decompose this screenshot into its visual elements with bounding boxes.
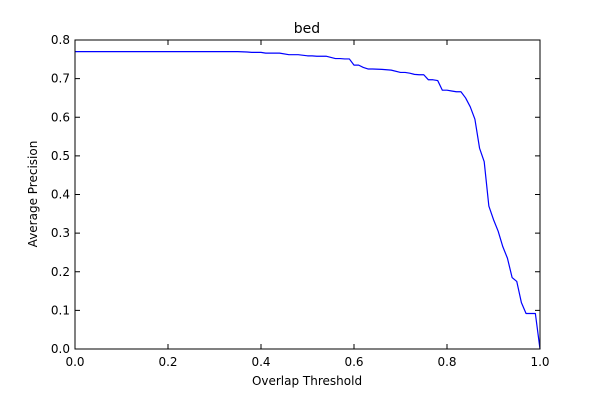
x-tick-label: 0.8 bbox=[437, 355, 456, 369]
y-tick-label: 0.0 bbox=[51, 342, 70, 356]
series-layer bbox=[75, 50, 541, 350]
plot-frame bbox=[74, 39, 541, 350]
x-axis-label: Overlap Threshold bbox=[252, 374, 362, 388]
y-tick-label: 0.2 bbox=[51, 265, 70, 279]
y-tick-label: 0.6 bbox=[51, 110, 70, 124]
y-tick-label: 0.8 bbox=[51, 33, 70, 47]
x-tick-label: 0.4 bbox=[251, 355, 270, 369]
x-tick-label: 1.0 bbox=[530, 355, 549, 369]
y-axis-label: Average Precision bbox=[26, 141, 40, 248]
chart-title: bed bbox=[294, 21, 320, 37]
series-line-0 bbox=[75, 50, 541, 350]
y-tick-label: 0.4 bbox=[51, 188, 70, 202]
x-tick-label: 0.2 bbox=[158, 355, 177, 369]
y-tick-label: 0.7 bbox=[51, 72, 70, 86]
y-tick-label: 0.3 bbox=[51, 226, 70, 240]
axis-ticks: 0.0 0.2 0.4 0.6 0.8 1.0 0.0 0.1 0.2 0.3 0.4 0.5 0.6 0… bbox=[51, 33, 550, 369]
y-tick-label: 0.1 bbox=[51, 303, 70, 317]
x-tick-label: 0.0 bbox=[65, 355, 84, 369]
x-tick-label: 0.6 bbox=[344, 355, 363, 369]
y-tick-label: 0.5 bbox=[51, 149, 70, 163]
